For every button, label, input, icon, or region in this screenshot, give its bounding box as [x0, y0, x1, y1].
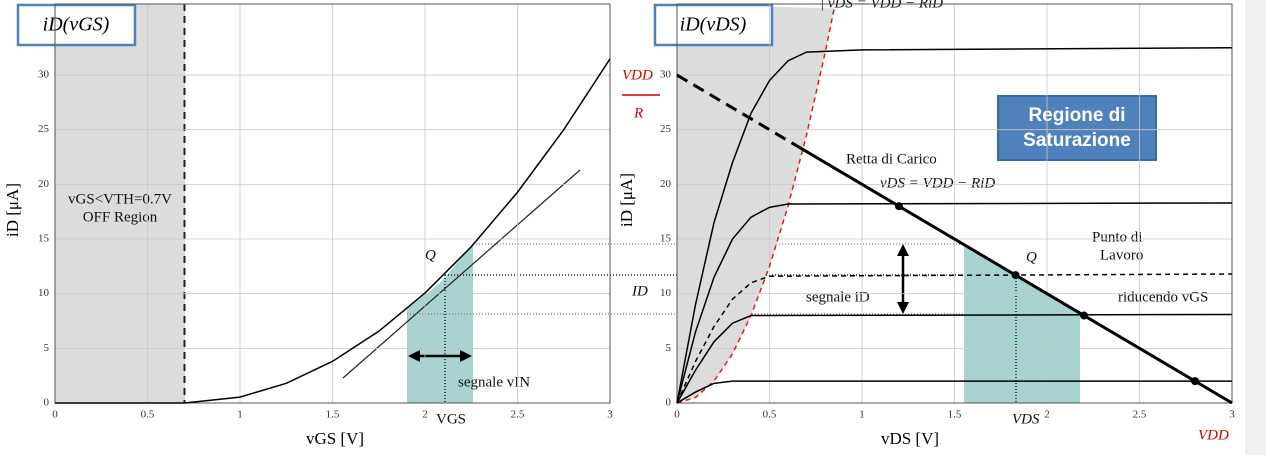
x-tick-label: 1.5 [948, 409, 962, 421]
x-tick-label: 1 [237, 409, 243, 421]
double-arrow [897, 244, 909, 314]
annotation: Punto di [1092, 229, 1142, 245]
line [55, 58, 611, 404]
annotation: VDS [1012, 411, 1040, 427]
y-tick-label: 15 [38, 233, 50, 245]
y-tick-label: 10 [38, 287, 50, 299]
annotation: vGS<VTH=0.7V [68, 191, 172, 207]
x-tick-label: 3 [1229, 409, 1235, 421]
x-tick-label: 0 [52, 409, 58, 421]
line [676, 46, 1233, 404]
y-tick-label: 30 [660, 69, 672, 81]
line [676, 313, 1233, 404]
annotation: riducendo vGS [1118, 289, 1208, 305]
y-tick-label: 15 [660, 233, 672, 245]
x-tick-label: 2 [1044, 409, 1050, 421]
annotation: vDS = VDD − RiD [880, 175, 995, 191]
line [676, 8, 835, 404]
x-tick-label: 2.5 [511, 409, 525, 421]
chart-title: iD(vDS) [680, 14, 747, 36]
annotation: ID [631, 283, 648, 299]
line [676, 202, 1233, 404]
x-tick-label: 2.5 [1133, 409, 1147, 421]
x-tick-label: 0 [674, 409, 680, 421]
y-tick-label: 25 [38, 123, 50, 135]
y-axis-label: iD [μA] [617, 173, 636, 227]
annotation: Q [1026, 249, 1037, 265]
annotation: Lavoro [1100, 247, 1143, 263]
annotation: VDD [622, 67, 653, 83]
off-region [55, 4, 185, 403]
double-arrow [408, 350, 472, 362]
region-box [997, 95, 1157, 161]
x-tick-label: 0.5 [141, 409, 155, 421]
y-tick-label: 20 [660, 178, 672, 190]
x-axis-label: vGS [V] [306, 429, 364, 448]
y-tick-label: 0 [666, 397, 672, 409]
annotation: Q [425, 247, 436, 263]
annotation: segnale iD [806, 289, 870, 305]
chart-title: iD(vGS) [43, 14, 110, 36]
line [676, 273, 1233, 404]
y-tick-label: 10 [660, 287, 672, 299]
annotation: VDD [1198, 427, 1229, 443]
y-tick-label: 5 [44, 342, 50, 354]
side-strip [1245, 0, 1266, 455]
x-tick-label: 1 [859, 409, 865, 421]
line [676, 380, 1232, 404]
tangent [342, 169, 581, 379]
point [895, 202, 903, 211]
signal-band [407, 244, 473, 403]
y-tick-label: 20 [38, 178, 50, 190]
title-box [653, 3, 774, 47]
x-axis-label: vDS [V] [881, 429, 939, 448]
y-tick-label: 30 [38, 69, 50, 81]
annotation: | vDS = VDD − RiD [820, 0, 943, 11]
annotation: R [633, 105, 643, 121]
title-box [16, 3, 137, 47]
annotation: Saturazione [1023, 130, 1131, 151]
y-tick-label: 25 [660, 123, 672, 135]
point [1191, 377, 1199, 386]
line [676, 73, 800, 149]
plot-frame [54, 3, 611, 404]
y-tick-label: 0 [44, 397, 50, 409]
y-axis-label: iD [μA] [3, 183, 22, 237]
x-tick-label: 3 [607, 409, 613, 421]
annotation: Retta di Carico [846, 151, 937, 167]
x-tick-label: 0.5 [763, 409, 777, 421]
x-tick-label: 2 [422, 409, 428, 421]
annotation: segnale vIN [458, 374, 530, 390]
area [677, 4, 835, 403]
annotation: Regione di [1028, 105, 1125, 126]
annotation: OFF Region [83, 209, 158, 225]
x-tick-label: 1.5 [326, 409, 340, 421]
y-tick-label: 5 [666, 342, 672, 354]
annotation: VGS [436, 411, 466, 427]
point [1080, 311, 1088, 320]
point [1011, 271, 1020, 280]
signal-band [964, 244, 1080, 403]
